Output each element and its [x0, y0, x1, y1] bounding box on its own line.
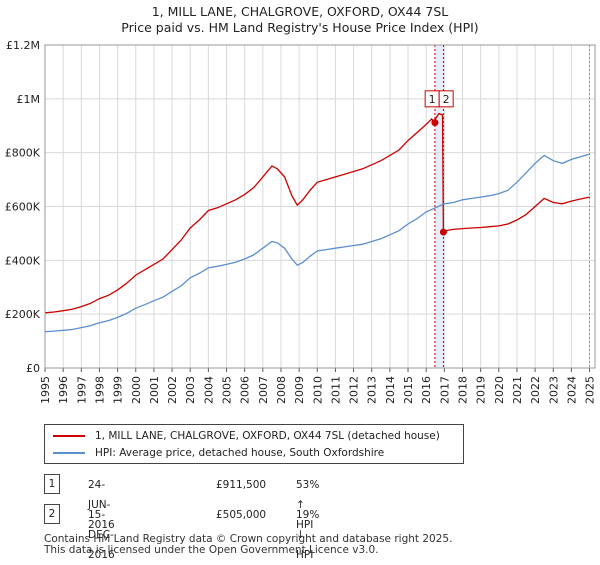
- x-tick-label: 2007: [257, 376, 270, 404]
- x-tick-label: 1996: [57, 376, 70, 404]
- legend-label-property: 1, MILL LANE, CHALGROVE, OXFORD, OX44 7S…: [95, 430, 440, 442]
- x-tick-label: 2009: [293, 376, 306, 404]
- x-tick-label: 2019: [475, 376, 488, 404]
- transaction-number-badge: 1: [44, 474, 60, 494]
- x-tick-label: 1998: [93, 376, 106, 404]
- x-tick-label: 1999: [112, 376, 125, 404]
- chart-title: 1, MILL LANE, CHALGROVE, OXFORD, OX44 7S…: [151, 4, 449, 19]
- x-tick-label: 1997: [75, 376, 88, 404]
- chart-subtitle: Price paid vs. HM Land Registry's House …: [121, 20, 479, 35]
- legend-item-property: 1, MILL LANE, CHALGROVE, OXFORD, OX44 7S…: [53, 428, 440, 444]
- y-tick-label: £800K: [5, 147, 41, 160]
- x-tick-label: 2020: [493, 376, 506, 404]
- y-tick-label: £1M: [17, 93, 41, 106]
- x-tick-label: 2013: [366, 376, 379, 404]
- annotation-label: 1: [429, 93, 436, 106]
- annotation-label: 2: [443, 93, 450, 106]
- legend-label-hpi: HPI: Average price, detached house, Sout…: [95, 447, 385, 459]
- y-tick-label: £600K: [5, 201, 41, 214]
- transaction-price: £911,500: [216, 479, 267, 491]
- legend-swatch-hpi: [53, 452, 85, 454]
- price-chart: £0 £200K £400K £600K £800K £1M £1.2M 1995 1996 19…: [5, 39, 597, 404]
- x-tick-label: 2011: [329, 376, 342, 404]
- x-tick-label: 2015: [402, 376, 415, 404]
- x-tick-label: 2008: [275, 376, 288, 404]
- x-tick-label: 2022: [529, 376, 542, 404]
- legend: 1, MILL LANE, CHALGROVE, OXFORD, OX44 7S…: [44, 424, 464, 464]
- transaction-date: 15-DEC-2016: [88, 509, 115, 561]
- x-tick-label: 2001: [148, 376, 161, 404]
- footer-licence: This data is licensed under the Open Gov…: [44, 544, 379, 556]
- plot-frame: [44, 44, 596, 369]
- x-tick-label: 2010: [311, 376, 324, 404]
- legend-item-hpi: HPI: Average price, detached house, Sout…: [53, 445, 384, 461]
- x-tick-label: 2023: [547, 376, 560, 404]
- x-tick-label: 2018: [456, 376, 469, 404]
- x-tick-label: 2012: [348, 376, 361, 404]
- x-tick-label: 2006: [239, 376, 252, 404]
- x-tick-label: 2002: [166, 376, 179, 404]
- x-tick-label: 1995: [39, 376, 52, 404]
- x-tick-label: 2014: [384, 376, 397, 404]
- x-tick-label: 2005: [221, 376, 234, 404]
- transaction-hpi-diff: 19% ↓ HPI: [296, 509, 320, 561]
- x-tick-label: 2024: [565, 376, 578, 404]
- series-line-property: [44, 112, 590, 314]
- x-tick-label: 2003: [184, 376, 197, 404]
- y-tick-label: £200K: [5, 308, 41, 321]
- sale-point: [439, 228, 447, 236]
- annotation-box: [438, 90, 454, 108]
- transaction-hpi-diff: 53% ↑ HPI: [296, 479, 320, 531]
- legend-swatch-property: [53, 435, 85, 437]
- y-tick-label: £400K: [5, 254, 41, 267]
- transaction-price: £505,000: [216, 509, 267, 521]
- x-tick-label: 2000: [130, 376, 143, 404]
- transaction-date: 24-JUN-2016: [88, 479, 115, 531]
- x-tick-label: 2025: [584, 376, 597, 404]
- footer-copyright: Contains HM Land Registry data © Crown c…: [44, 533, 453, 545]
- series-line-hpi: [44, 153, 590, 333]
- x-tick-label: 2004: [202, 376, 215, 404]
- x-tick-label: 2017: [438, 376, 451, 404]
- y-tick-label: £0: [26, 362, 40, 375]
- y-tick-label: £1.2M: [6, 39, 40, 52]
- transaction-number-badge: 2: [44, 504, 60, 524]
- x-tick-label: 2021: [511, 376, 524, 404]
- sale-point: [431, 119, 439, 127]
- x-tick-label: 2016: [420, 376, 433, 404]
